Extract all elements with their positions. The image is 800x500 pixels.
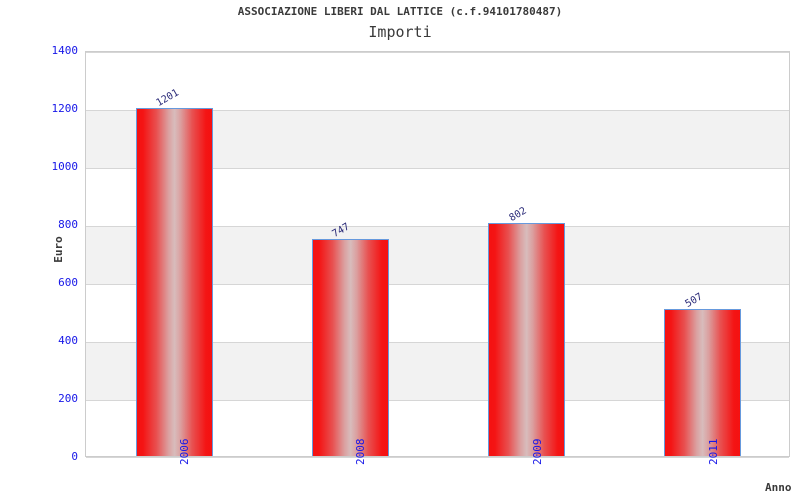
y-axis-ticks: 0 200 400 600 800 1000 1200 1400 (0, 44, 79, 463)
bar[interactable] (311, 239, 389, 456)
chart-subtitle: Importi (368, 23, 432, 41)
gridline (86, 400, 789, 401)
bar[interactable] (135, 107, 213, 456)
x-tick-label: 2009 (530, 438, 544, 466)
y-tick-label: 600 (58, 276, 78, 289)
y-tick-label: 1400 (51, 44, 79, 57)
y-tick-label: 800 (58, 218, 78, 231)
bar[interactable] (488, 223, 566, 456)
y-axis-title: Euro (51, 236, 65, 263)
plot-area (85, 51, 790, 458)
gridline (86, 110, 789, 111)
gridline (86, 284, 789, 285)
x-tick-label: 2006 (178, 438, 192, 466)
gridline (86, 226, 789, 227)
y-tick-label: 1000 (51, 160, 79, 173)
y-tick-label: 400 (58, 334, 78, 347)
gridline (86, 457, 789, 458)
x-tick-label: 2011 (706, 438, 720, 466)
chart-title: ASSOCIAZIONE LIBERI DAL LATTICE (c.f.941… (237, 5, 563, 18)
y-tick-label: 0 (71, 450, 78, 463)
gridline (86, 52, 789, 53)
x-axis-title: Anno (765, 481, 792, 494)
gridline (86, 342, 789, 343)
y-tick-label: 1200 (51, 102, 79, 115)
bar[interactable] (664, 308, 742, 456)
x-tick-label: 2008 (354, 438, 368, 466)
gridline (86, 168, 789, 169)
y-tick-label: 200 (58, 392, 78, 405)
